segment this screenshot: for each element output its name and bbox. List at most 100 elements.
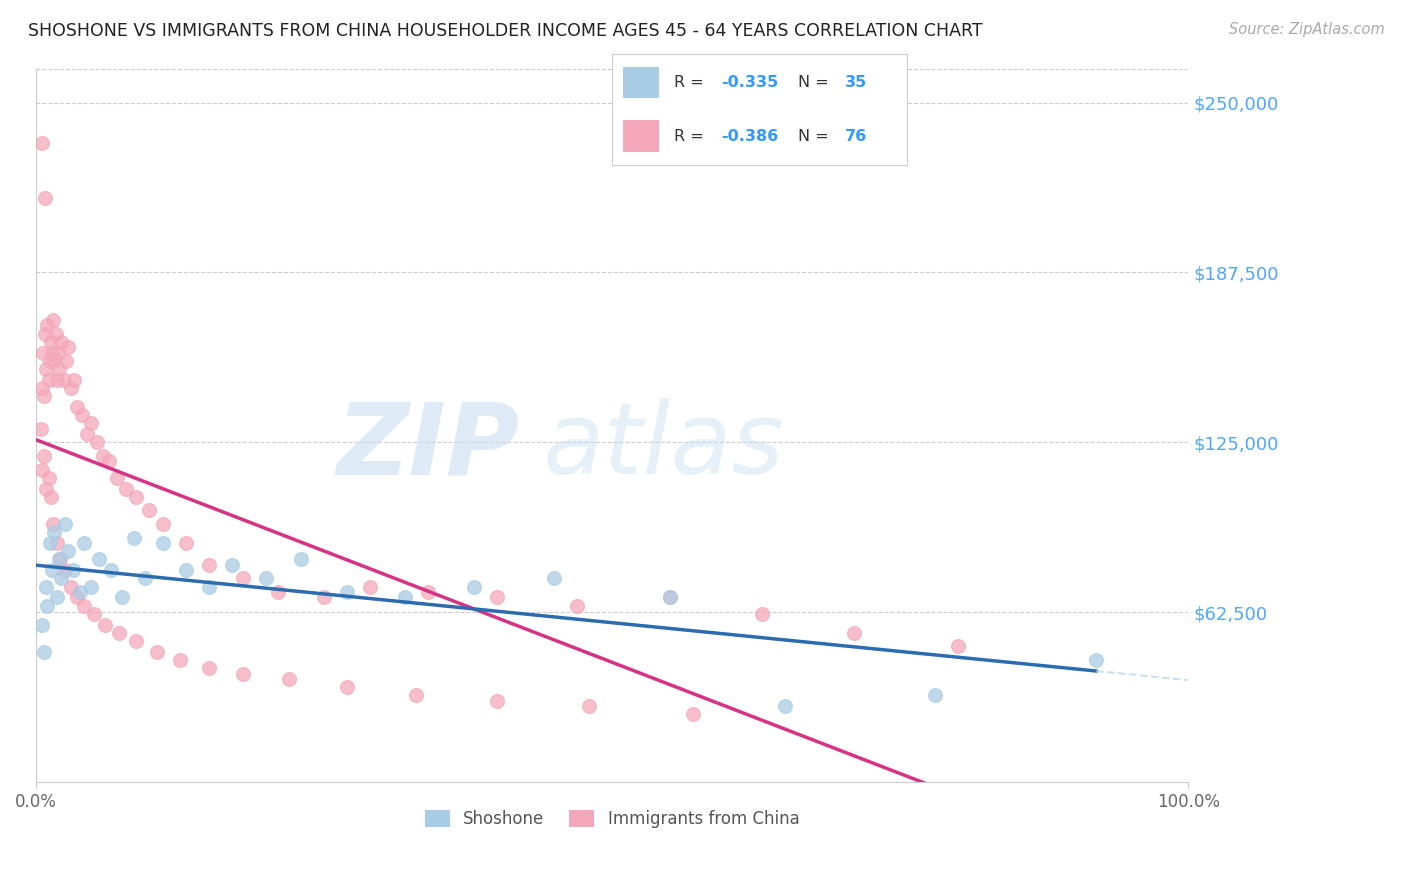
Point [197, 558, 219, 572]
Point [31, 136, 53, 151]
Point [31, 462, 53, 476]
Point [221, 558, 243, 572]
Point [32, 449, 55, 463]
Point [278, 672, 301, 686]
Point [62, 563, 84, 577]
Bar [623, 67, 659, 98]
Point [45, 591, 67, 605]
Point [946, 640, 969, 654]
Point [152, 536, 174, 550]
Point [48, 552, 70, 566]
Text: -0.335: -0.335 [721, 75, 778, 90]
Point [42, 313, 65, 327]
Point [89, 552, 111, 566]
Point [73, 599, 96, 613]
Point [83, 607, 105, 621]
Point [336, 680, 359, 694]
Point [37, 318, 59, 333]
Point [125, 634, 148, 648]
Point [125, 490, 148, 504]
Point [45, 536, 67, 550]
Point [312, 591, 335, 605]
Point [53, 563, 76, 577]
Point [111, 591, 134, 605]
Point [134, 571, 156, 585]
Point [42, 516, 65, 531]
Point [138, 503, 160, 517]
Point [38, 536, 60, 550]
Point [416, 585, 439, 599]
Point [658, 591, 681, 605]
Point [35, 580, 58, 594]
Point [58, 340, 80, 354]
Text: atlas: atlas [543, 399, 785, 495]
Point [174, 536, 197, 550]
Point [39, 334, 62, 349]
Text: 35: 35 [845, 75, 868, 90]
Point [773, 699, 796, 714]
Point [37, 599, 59, 613]
Point [174, 563, 197, 577]
Point [76, 427, 98, 442]
Point [543, 571, 565, 585]
Point [49, 552, 72, 566]
Point [578, 699, 600, 714]
Point [682, 707, 704, 722]
Point [38, 471, 60, 485]
Point [38, 373, 60, 387]
Text: R =: R = [673, 75, 709, 90]
Point [86, 435, 108, 450]
Point [152, 516, 174, 531]
Point [39, 490, 62, 504]
Point [359, 580, 381, 594]
Point [66, 591, 89, 605]
Text: -0.386: -0.386 [721, 128, 778, 144]
Text: N =: N = [797, 128, 834, 144]
Text: Source: ZipAtlas.com: Source: ZipAtlas.com [1229, 22, 1385, 37]
Point [32, 645, 55, 659]
Point [100, 563, 122, 577]
Point [55, 354, 77, 368]
Point [52, 373, 75, 387]
Point [197, 580, 219, 594]
Point [38, 354, 60, 368]
Point [70, 409, 93, 423]
Point [41, 345, 63, 359]
Point [290, 552, 312, 566]
Point [45, 373, 67, 387]
Bar [623, 120, 659, 152]
Point [146, 645, 169, 659]
Point [567, 599, 589, 613]
Point [80, 417, 103, 431]
Point [51, 334, 73, 349]
Point [41, 563, 63, 577]
Point [34, 326, 56, 341]
Text: 76: 76 [845, 128, 868, 144]
Point [232, 666, 254, 681]
Point [63, 373, 86, 387]
Point [108, 625, 131, 640]
Point [105, 471, 128, 485]
Point [35, 482, 58, 496]
Point [485, 591, 508, 605]
Text: ZIP: ZIP [337, 399, 520, 495]
Point [53, 516, 76, 531]
Point [1085, 653, 1108, 667]
Point [405, 689, 427, 703]
Point [197, 661, 219, 675]
Point [44, 525, 66, 540]
Point [44, 326, 66, 341]
Point [169, 653, 191, 667]
Point [924, 689, 946, 703]
Point [58, 544, 80, 558]
Point [91, 449, 114, 463]
Point [32, 389, 55, 403]
Point [114, 482, 136, 496]
Text: SHOSHONE VS IMMIGRANTS FROM CHINA HOUSEHOLDER INCOME AGES 45 - 64 YEARS CORRELAT: SHOSHONE VS IMMIGRANTS FROM CHINA HOUSEH… [28, 22, 983, 40]
Point [35, 362, 58, 376]
Point [94, 617, 117, 632]
Legend: Shoshone, Immigrants from China: Shoshone, Immigrants from China [418, 803, 806, 835]
Point [80, 580, 103, 594]
Point [73, 536, 96, 550]
Point [122, 531, 145, 545]
